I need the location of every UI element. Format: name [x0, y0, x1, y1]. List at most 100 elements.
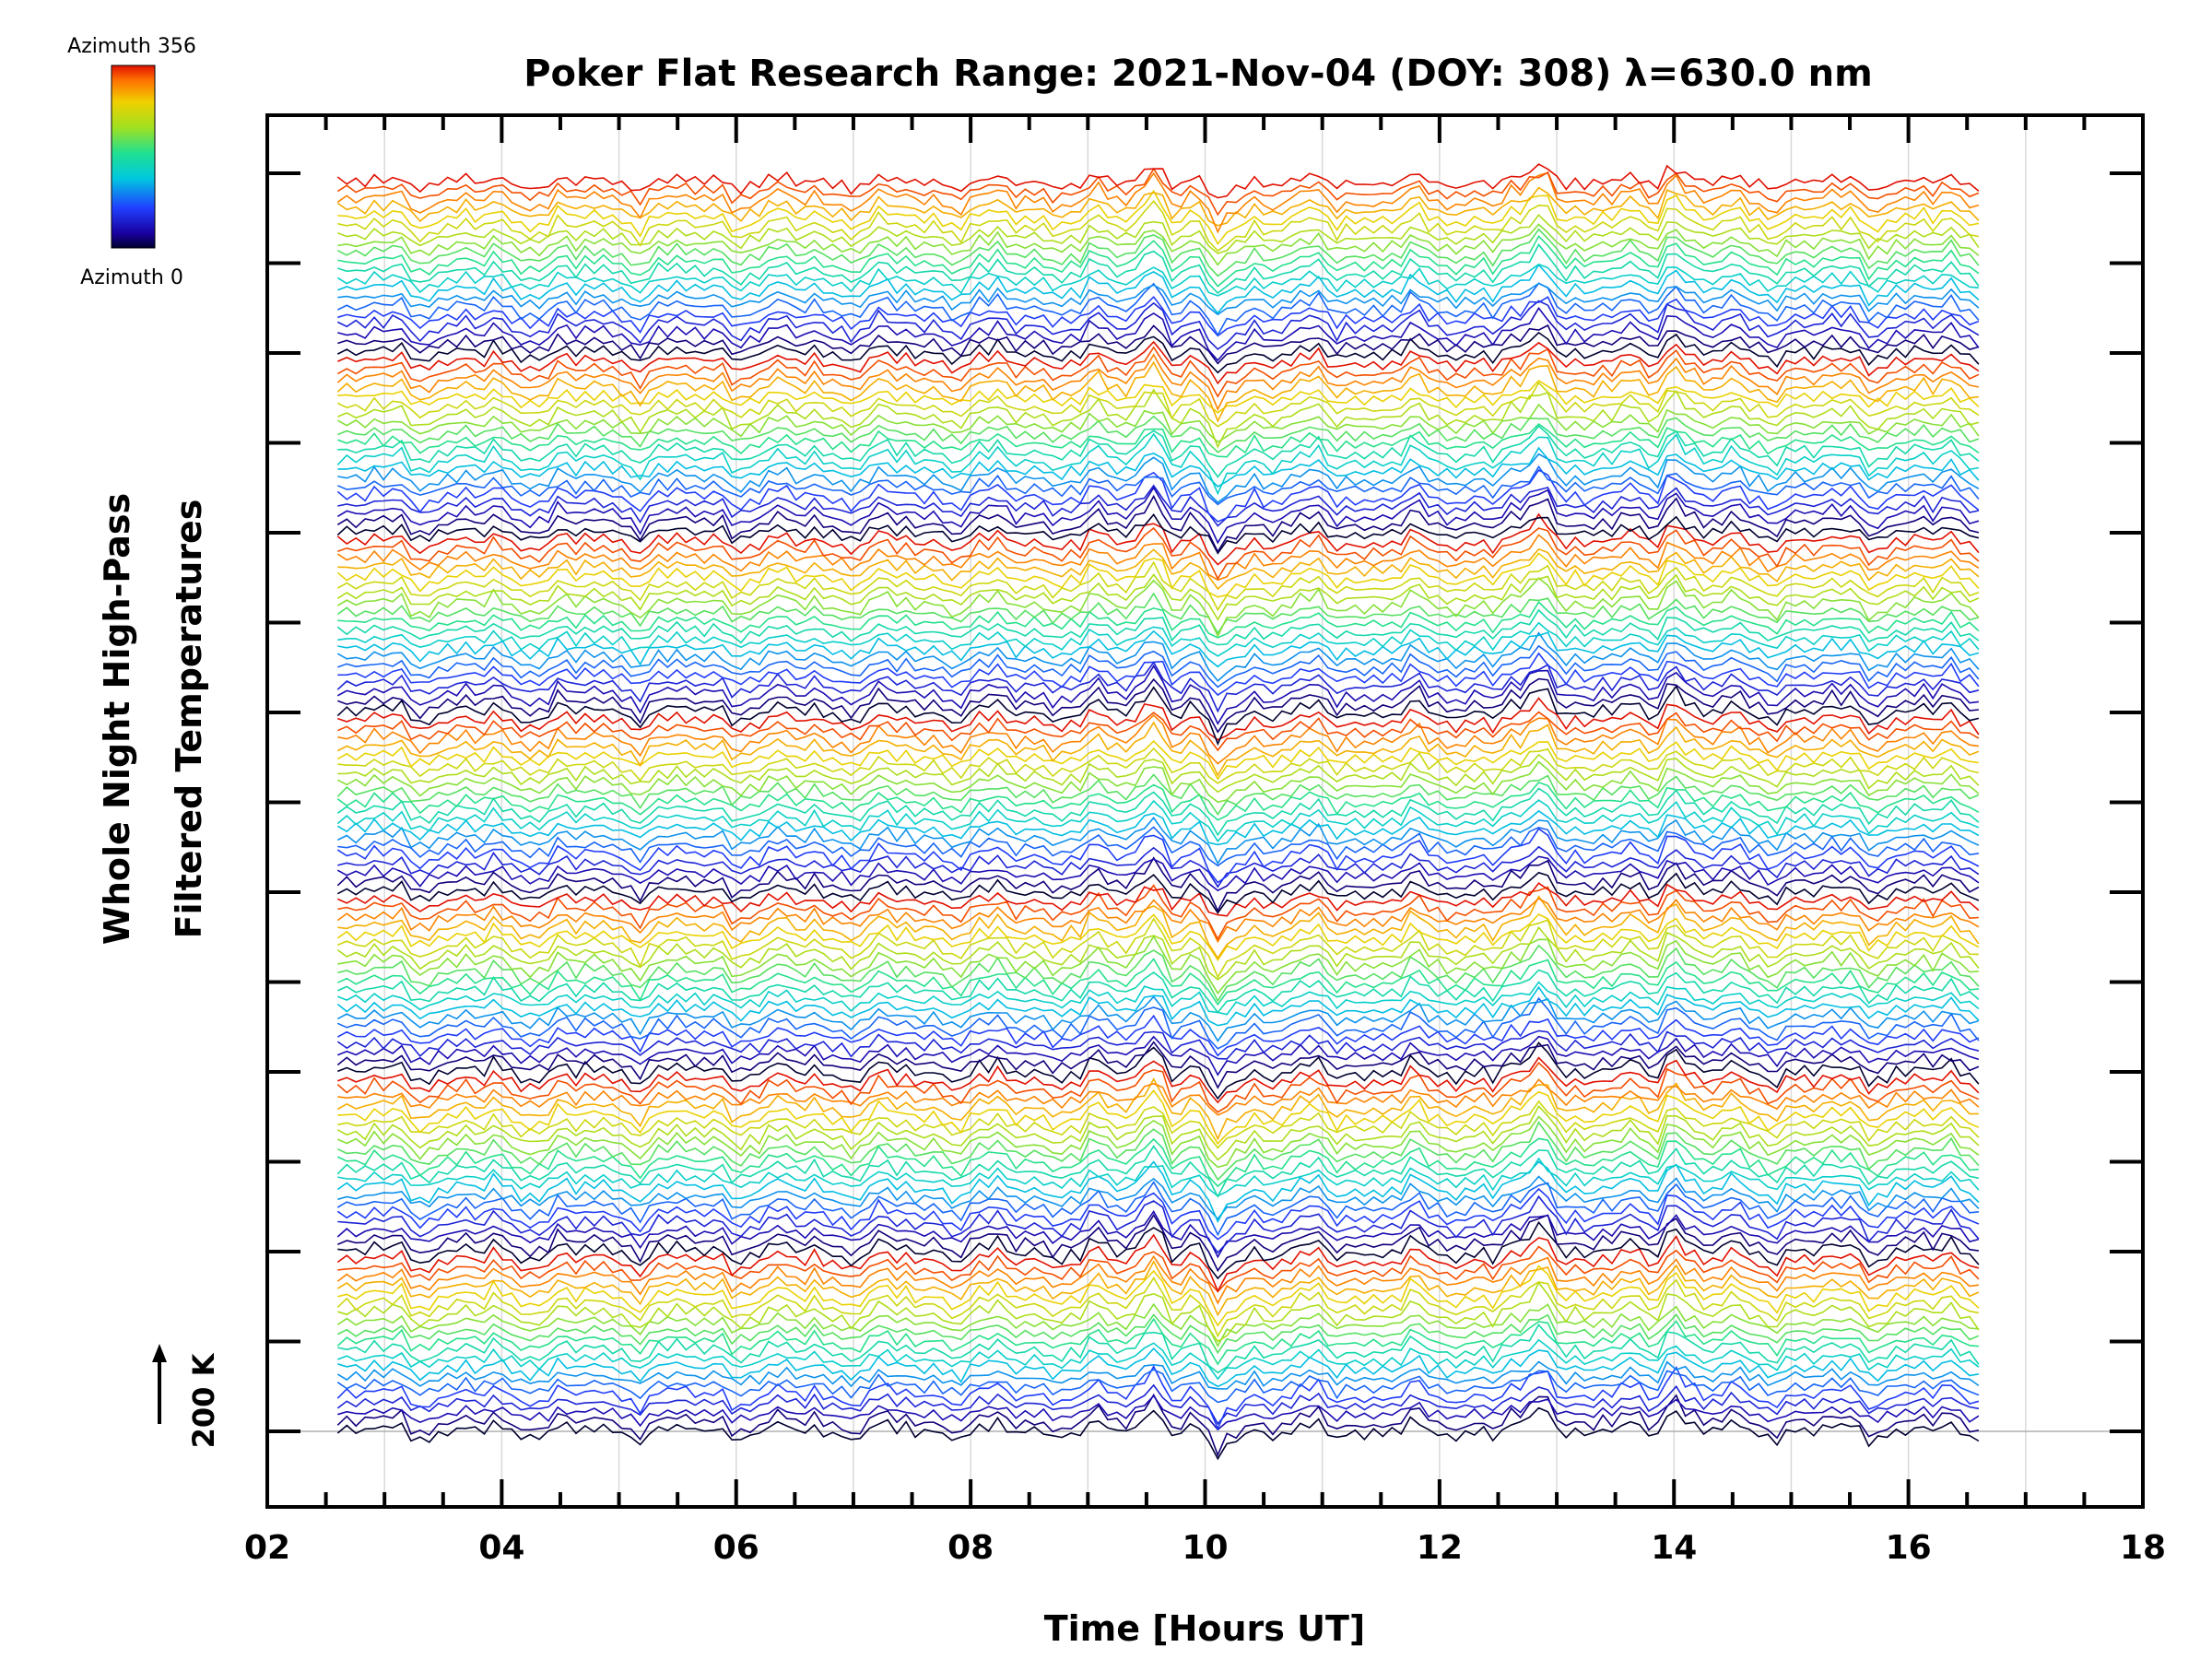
temperature-trace	[337, 935, 1979, 994]
temperature-trace	[337, 425, 1980, 478]
temperature-trace	[336, 781, 1980, 821]
temperature-trace	[336, 855, 1980, 892]
temperature-trace	[337, 884, 1979, 941]
temperature-trace	[336, 809, 1980, 846]
temperature-trace	[337, 446, 1980, 488]
temperature-trace	[336, 1187, 1980, 1241]
temperature-trace	[337, 306, 1980, 362]
temperature-trace	[336, 494, 1980, 554]
x-tick-label: 14	[1651, 1529, 1697, 1567]
x-tick-label: 16	[1886, 1529, 1932, 1567]
temperature-trace	[336, 346, 1980, 398]
temperature-trace	[337, 895, 1980, 959]
temperature-trace	[337, 753, 1980, 794]
temperature-trace	[336, 1115, 1980, 1169]
x-tick-label: 18	[2120, 1529, 2166, 1567]
temperature-trace	[337, 415, 1980, 453]
temperature-trace	[336, 608, 1980, 646]
temperature-trace	[336, 282, 1980, 337]
temperature-trace	[336, 721, 1980, 777]
temperature-trace	[337, 234, 1980, 288]
temperature-trace	[336, 828, 1980, 884]
temperature-trace	[337, 1157, 1980, 1197]
temperature-trace	[336, 1145, 1980, 1199]
temperature-trace	[336, 1302, 1979, 1348]
temperature-trace	[337, 189, 1980, 246]
temperature-trace	[336, 573, 1980, 621]
temperature-trace	[337, 213, 1980, 254]
temperature-trace	[337, 697, 1980, 741]
y-axis-label-line2: Filtered Temperatures	[169, 500, 209, 939]
temperature-trace	[336, 1041, 1980, 1089]
temperature-trace	[337, 652, 1980, 697]
temperature-trace	[337, 621, 1980, 657]
temperature-trace	[336, 1312, 1980, 1355]
temperature-trace	[336, 882, 1980, 917]
temperature-trace	[337, 295, 1980, 337]
x-tick-label: 10	[1182, 1529, 1228, 1567]
temperature-trace	[336, 665, 1980, 725]
temperature-trace	[336, 1360, 1980, 1390]
temperature-trace	[337, 1089, 1980, 1146]
temperature-trace	[336, 816, 1980, 865]
temperature-trace	[336, 925, 1980, 981]
temperature-trace	[336, 486, 1980, 545]
temperature-trace	[337, 845, 1980, 888]
temperature-trace	[337, 1194, 1980, 1254]
temperature-trace	[336, 1121, 1980, 1182]
temperature-trace	[337, 223, 1980, 266]
temperature-trace	[336, 739, 1980, 781]
temperature-trace	[336, 1137, 1979, 1188]
temperature-trace	[336, 1233, 1980, 1293]
temperature-trace	[337, 379, 1980, 414]
temperature-trace	[337, 324, 1980, 365]
temperature-trace	[337, 944, 1980, 1003]
scale-bar-label: 200 K	[186, 1352, 221, 1448]
temperature-trace	[336, 1160, 1980, 1224]
temperature-trace	[337, 1394, 1980, 1431]
temperature-trace	[336, 1209, 1980, 1259]
temperature-trace	[336, 228, 1980, 277]
temperature-trace	[336, 171, 1980, 234]
temperature-trace	[336, 1014, 1980, 1057]
temperature-trace	[336, 799, 1980, 843]
x-tick-label: 12	[1417, 1529, 1463, 1567]
temperature-trace	[336, 897, 1980, 944]
axis-layer: 02 04 06 08 10 12 14 16 18	[244, 115, 2166, 1567]
temperature-trace	[336, 1260, 1980, 1317]
colorbar-top-label: Azimuth 356	[67, 35, 196, 58]
temperature-trace	[336, 1383, 1980, 1426]
temperature-trace	[336, 958, 1979, 1006]
temperature-trace	[337, 644, 1980, 688]
temperature-trace	[336, 577, 1980, 638]
temperature-trace	[336, 1364, 1980, 1430]
temperature-trace	[337, 1245, 1980, 1293]
temperature-trace	[336, 856, 1980, 913]
temperature-trace	[337, 526, 1980, 581]
temperature-trace	[336, 711, 1980, 752]
temperature-trace	[336, 1277, 1980, 1338]
temperature-trace	[337, 981, 1980, 1016]
temperature-trace	[337, 1338, 1980, 1381]
chart-title: Poker Flat Research Range: 2021-Nov-04 (…	[524, 53, 1873, 95]
temperature-trace	[337, 826, 1980, 867]
temperature-trace	[337, 1100, 1980, 1149]
temperature-trace	[337, 199, 1980, 253]
temperature-trace	[337, 547, 1980, 591]
temperature-trace	[336, 1104, 1980, 1161]
temperature-trace	[336, 512, 1980, 566]
temperature-trace	[336, 167, 1980, 217]
temperature-trace	[336, 1181, 1979, 1237]
temperature-trace	[336, 985, 1980, 1027]
temperature-trace	[336, 871, 1980, 914]
temperature-trace	[337, 677, 1979, 734]
temperature-trace	[336, 263, 1979, 297]
temperature-trace	[337, 1265, 1980, 1327]
temperature-trace	[336, 661, 1980, 713]
temperature-trace	[336, 465, 1980, 506]
x-tick-label: 08	[947, 1529, 994, 1567]
temperature-trace	[336, 1317, 1979, 1366]
temperature-trace	[337, 1041, 1980, 1100]
scale-bar: 200 K	[152, 1344, 221, 1448]
